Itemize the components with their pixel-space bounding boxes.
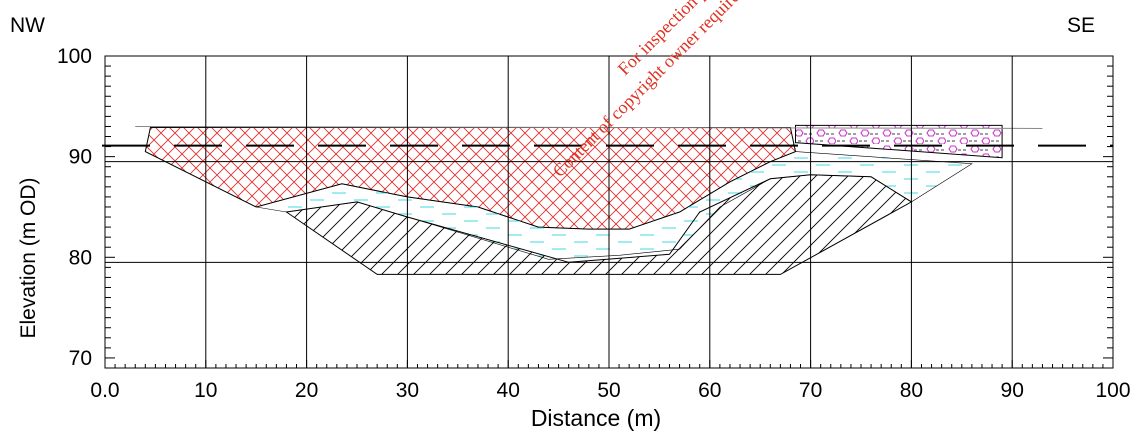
- plot-frame: [104, 55, 1114, 369]
- nw-direction-label: NW: [10, 14, 45, 37]
- ground-surface-line: [135, 125, 1043, 129]
- x-tick-label: 90: [1001, 379, 1024, 402]
- y-axis-label: Elevation (m OD): [17, 177, 40, 338]
- y-tick-label: 80: [69, 246, 92, 269]
- x-tick-label: 70: [799, 379, 822, 402]
- x-tick-label: 100: [1095, 379, 1130, 402]
- x-tick-label: 0.0: [90, 379, 119, 402]
- x-tick-label: 10: [194, 379, 217, 402]
- x-axis-label: Distance (m): [531, 405, 661, 431]
- x-tick-label: 20: [295, 379, 318, 402]
- x-tick-label: 80: [900, 379, 923, 402]
- x-tick-label: 30: [396, 379, 419, 402]
- x-tick-label: 50: [597, 379, 620, 402]
- se-direction-label: SE: [1067, 14, 1096, 37]
- axis-ticks: 0.0 10 20 30 40 50 60 70 80 90 100 70 80 90 100: [57, 45, 1131, 402]
- y-tick-label: 90: [69, 146, 92, 169]
- x-tick-label: 40: [497, 379, 520, 402]
- y-tick-label: 70: [69, 347, 92, 370]
- x-tick-label: 60: [698, 379, 721, 402]
- y-tick-label: 100: [57, 45, 92, 68]
- layer-fill-pink: [795, 124, 1003, 159]
